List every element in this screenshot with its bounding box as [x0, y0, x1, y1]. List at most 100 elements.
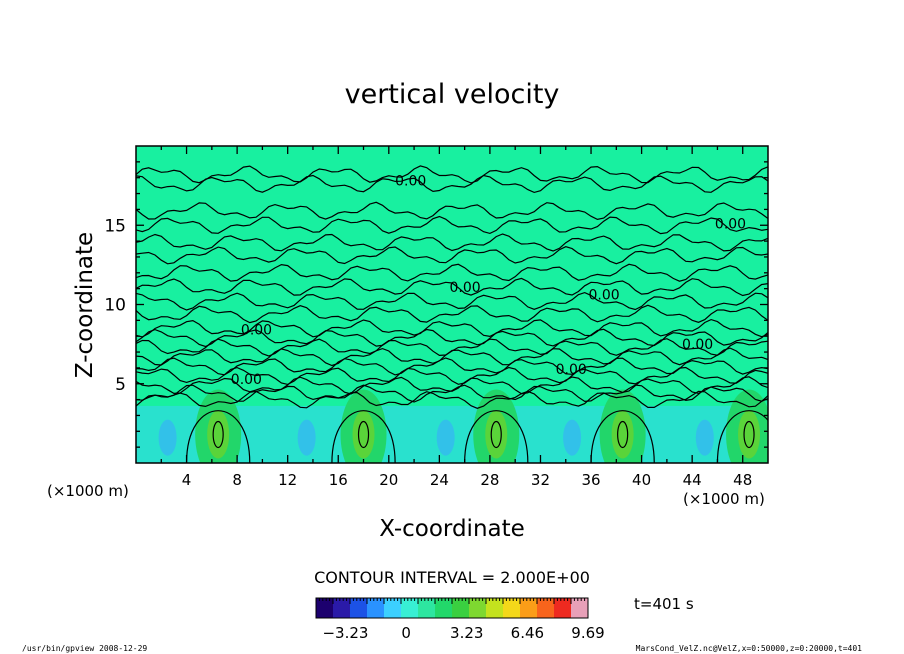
- x-tick-label: 4: [182, 471, 192, 489]
- x-tick-label: 28: [480, 471, 499, 489]
- colorbar-cells: [316, 598, 589, 618]
- time-label: t=401 s: [634, 595, 694, 613]
- y-tick-label: 5: [115, 375, 126, 395]
- contour-line: [136, 318, 768, 338]
- x-tick-label: 44: [683, 471, 702, 489]
- downdraft-core: [695, 419, 714, 456]
- colorbar-tick-label: 3.23: [450, 624, 483, 642]
- colorbar-ticks: [315, 598, 589, 604]
- plume-contour: [464, 410, 529, 463]
- plume-contour: [716, 410, 768, 463]
- colorbar-cell: [452, 598, 470, 618]
- y-axis-unit: (×1000 m): [47, 482, 129, 500]
- downdraft-core: [158, 419, 177, 456]
- downdraft-core: [563, 419, 582, 456]
- colorbar-cell: [435, 598, 453, 618]
- x-tick-label: 20: [379, 471, 398, 489]
- contour-line: [136, 277, 768, 297]
- x-tick-label: 24: [430, 471, 449, 489]
- downdraft-core: [297, 419, 316, 456]
- colorbar-tick-label: 6.46: [511, 624, 544, 642]
- contour-line: [136, 215, 768, 235]
- colorbar-cell: [316, 598, 334, 618]
- colorbar-cell: [333, 598, 351, 618]
- contour-line: [136, 233, 768, 252]
- plume-inner-contour: [490, 420, 502, 449]
- colorbar-cell: [384, 598, 402, 618]
- y-axis-label: Z-coordinate: [72, 232, 98, 378]
- contour-line: [136, 165, 768, 184]
- x-tick-label: 16: [329, 471, 348, 489]
- contour-lines: [136, 165, 768, 463]
- colorbar-cell: [571, 598, 589, 618]
- plume-inner-contour: [617, 420, 629, 449]
- contour-label: 0.00: [241, 323, 272, 339]
- updraft-core: [611, 410, 634, 459]
- contour-line: [136, 357, 768, 376]
- contour-label: 0.00: [556, 362, 587, 378]
- updraft-core: [738, 410, 761, 459]
- plume-inner-contour: [357, 420, 370, 449]
- x-tick-label: 32: [531, 471, 550, 489]
- plume-contour: [331, 410, 396, 463]
- updraft-core: [485, 410, 508, 459]
- colorbar-cell: [520, 598, 538, 618]
- plume-inner-contour: [212, 420, 224, 449]
- x-axis-unit: (×1000 m): [683, 490, 765, 508]
- contour-line: [136, 174, 768, 194]
- plume-inner-contour: [743, 420, 755, 449]
- contour-line: [136, 263, 768, 282]
- contour-line: [136, 384, 768, 403]
- colorbar-tick-label: 0: [401, 624, 411, 642]
- colorbar-cell: [367, 598, 385, 618]
- contour-label: 0.00: [231, 372, 262, 388]
- colorbar-cell: [418, 598, 436, 618]
- contour-line: [136, 201, 768, 221]
- y-tick-labels: 5 10 15: [104, 216, 126, 395]
- contour-line: [136, 390, 768, 409]
- contour-line: [136, 366, 768, 386]
- downdraft-core: [436, 419, 455, 456]
- plume-contour: [590, 410, 655, 463]
- x-tick-labels: 4 8 12 16 20 24 28 32 36 40 44 48: [182, 471, 752, 489]
- updraft-core: [207, 410, 230, 459]
- x-axis-label: X-coordinate: [379, 516, 525, 542]
- colorbar-cell: [554, 598, 572, 618]
- colorbar-cell: [350, 598, 368, 618]
- y-tick-label: 15: [104, 216, 126, 236]
- colorbar: −3.23 0 3.23 6.46 9.69: [315, 597, 605, 642]
- colorbar-cell: [503, 598, 521, 618]
- x-tick-label: 8: [232, 471, 242, 489]
- contour-label: 0.00: [589, 288, 620, 304]
- contour-label: 0.00: [715, 216, 746, 232]
- colorbar-cell: [486, 598, 504, 618]
- colorbar-cell: [401, 598, 419, 618]
- plume-contour: [185, 410, 251, 463]
- contour-line: [136, 304, 768, 324]
- contour-line: [136, 246, 768, 265]
- chart-title: vertical velocity: [345, 79, 560, 110]
- updraft-plumes: [136, 389, 768, 463]
- x-tick-label: 12: [278, 471, 297, 489]
- colorbar-tick-label: 9.69: [571, 624, 604, 642]
- axis-ticks: [136, 146, 768, 463]
- footer-right: MarsCond_VelZ.nc@VelZ,x=0:50000,z=0:2000…: [636, 644, 863, 653]
- footer-left: /usr/bin/gpview 2008-12-29: [22, 644, 147, 653]
- contour-label: 0.00: [682, 337, 713, 353]
- colorbar-cell: [469, 598, 487, 618]
- contour-label: 0.00: [449, 280, 480, 296]
- contour-line: [136, 347, 768, 367]
- plot-area: 0.00 0.00 0.00 0.00 0.00 0.00 0.00 0.00: [135, 145, 769, 464]
- contour-labels: 0.00 0.00 0.00 0.00 0.00 0.00 0.00 0.00: [231, 174, 746, 388]
- x-tick-label: 40: [632, 471, 651, 489]
- colorbar-tick-label: −3.23: [322, 624, 368, 642]
- contour-label: 0.00: [395, 174, 426, 190]
- x-tick-label: 36: [581, 471, 600, 489]
- contour-line: [136, 291, 768, 311]
- contour-interval-text: CONTOUR INTERVAL = 2.000E+00: [314, 568, 590, 587]
- updraft-core: [352, 410, 375, 459]
- colorbar-cell: [537, 598, 555, 618]
- y-tick-label: 10: [104, 296, 126, 316]
- x-tick-label: 48: [733, 471, 752, 489]
